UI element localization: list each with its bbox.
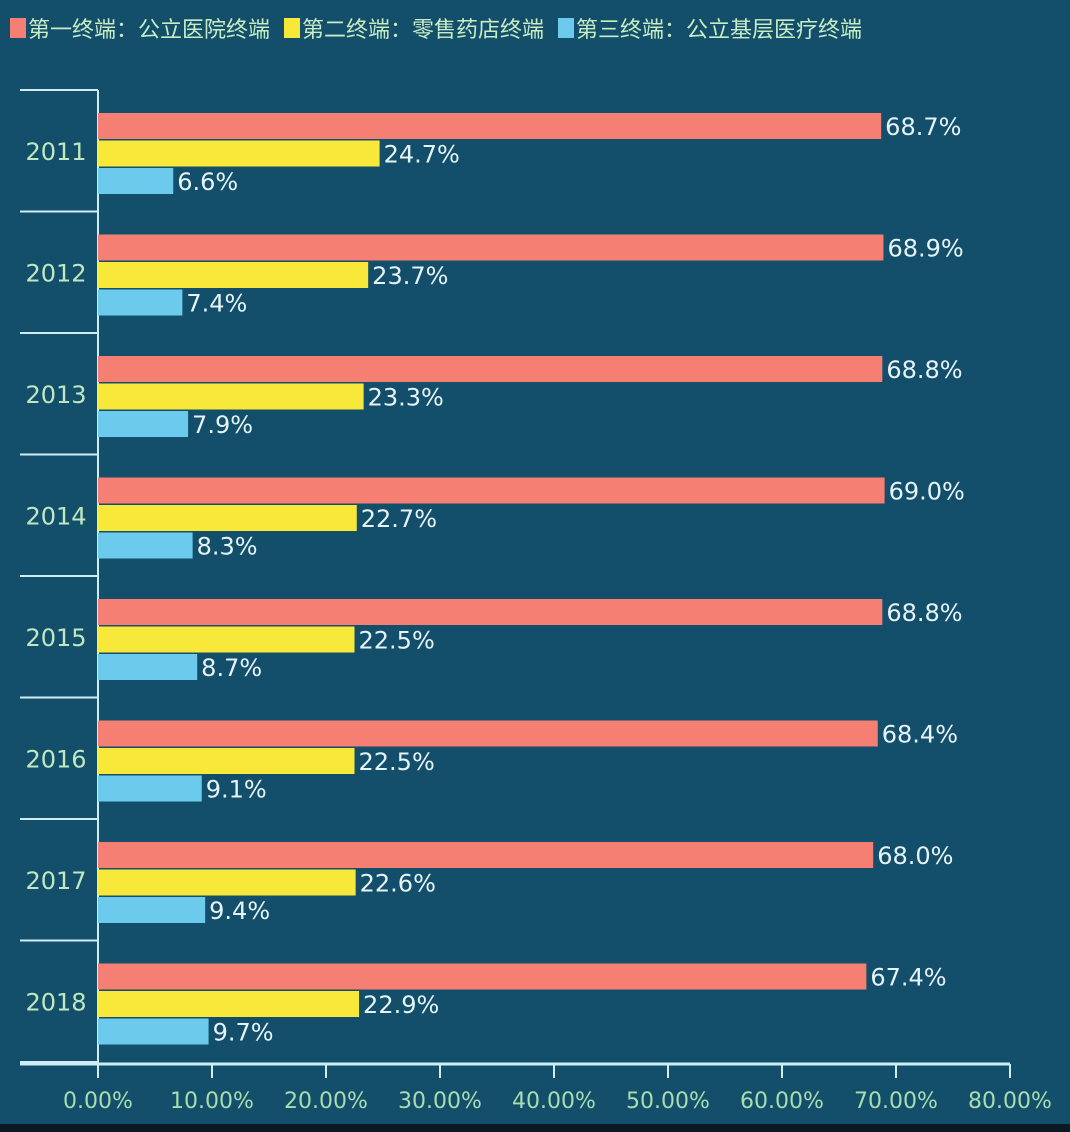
legend-swatch-yellow — [284, 18, 301, 38]
bar — [98, 262, 369, 288]
data-label: 22.7% — [361, 505, 437, 533]
data-label: 69.0% — [889, 478, 965, 506]
data-label: 22.9% — [363, 991, 439, 1019]
data-label: 6.6% — [177, 168, 238, 196]
data-label: 68.7% — [885, 113, 961, 141]
bottom-strip — [0, 1124, 1070, 1132]
data-label: 8.3% — [197, 533, 258, 561]
bar — [98, 626, 355, 653]
data-label: 68.0% — [877, 842, 953, 870]
x-tick-label: 30.00% — [398, 1089, 482, 1114]
legend-item-first-terminal: 第一终端：公立医院终端 — [10, 12, 270, 44]
data-label: 9.7% — [213, 1019, 274, 1047]
data-label: 24.7% — [384, 141, 460, 169]
legend: 第一终端：公立医院终端 第二终端：零售药店终端 第三终端：公立基层医疗终端 — [10, 12, 862, 44]
bar — [98, 505, 357, 531]
legend-label: 第二终端：零售药店终端 — [302, 18, 545, 43]
x-tick-label: 20.00% — [284, 1089, 368, 1114]
bar — [98, 654, 198, 680]
data-label: 22.5% — [359, 748, 435, 776]
data-label: 68.4% — [882, 721, 958, 749]
bar — [98, 599, 883, 625]
bar — [98, 532, 193, 559]
data-label: 67.4% — [870, 964, 946, 992]
data-label: 23.7% — [372, 262, 448, 290]
data-label: 68.8% — [886, 599, 962, 627]
data-label: 68.8% — [886, 356, 962, 384]
x-tick-label: 40.00% — [512, 1089, 596, 1114]
bar — [98, 477, 885, 504]
x-tick-label: 80.00% — [968, 1089, 1052, 1114]
data-label: 9.1% — [206, 776, 267, 804]
legend-swatch-blue — [558, 18, 575, 38]
data-label: 9.4% — [209, 897, 270, 925]
bar — [98, 383, 364, 410]
data-label: 8.7% — [201, 654, 262, 682]
bar — [98, 234, 884, 261]
bar — [98, 113, 882, 139]
category-label: 2017 — [25, 867, 86, 895]
category-label: 2012 — [25, 259, 86, 287]
bar — [98, 842, 874, 868]
bar — [98, 411, 189, 437]
data-label: 68.9% — [887, 235, 963, 263]
legend-item-second-terminal: 第二终端：零售药店终端 — [284, 12, 544, 44]
x-tick-label: 60.00% — [740, 1089, 824, 1114]
bar — [98, 289, 183, 316]
data-label: 23.3% — [368, 384, 444, 412]
category-label: 2013 — [25, 381, 86, 409]
category-label: 2018 — [25, 988, 86, 1016]
x-tick-label: 50.00% — [626, 1089, 710, 1114]
category-label: 2015 — [25, 624, 86, 652]
category-label: 2016 — [25, 745, 86, 773]
x-tick-label: 0.00% — [63, 1089, 133, 1114]
bar — [98, 897, 206, 923]
legend-label: 第三终端：公立基层医疗终端 — [576, 18, 863, 43]
bar — [98, 775, 202, 802]
category-label: 2014 — [25, 502, 86, 530]
legend-item-third-terminal: 第三终端：公立基层医疗终端 — [558, 12, 862, 44]
bar — [98, 168, 174, 194]
bar — [98, 963, 867, 990]
bar — [98, 748, 355, 774]
legend-swatch-red — [10, 18, 26, 38]
bar — [98, 356, 883, 382]
data-label: 7.9% — [192, 411, 253, 439]
x-tick-label: 10.00% — [170, 1089, 254, 1114]
data-label: 22.6% — [360, 870, 436, 898]
bar — [98, 869, 356, 896]
bar — [98, 991, 360, 1017]
x-tick-label: 70.00% — [854, 1089, 938, 1114]
bar — [98, 140, 380, 167]
data-label: 7.4% — [186, 290, 247, 318]
bar — [98, 1018, 209, 1045]
category-label: 2011 — [25, 138, 86, 166]
data-label: 22.5% — [359, 627, 435, 655]
bar — [98, 720, 878, 747]
legend-label: 第一终端：公立医院终端 — [28, 18, 271, 43]
